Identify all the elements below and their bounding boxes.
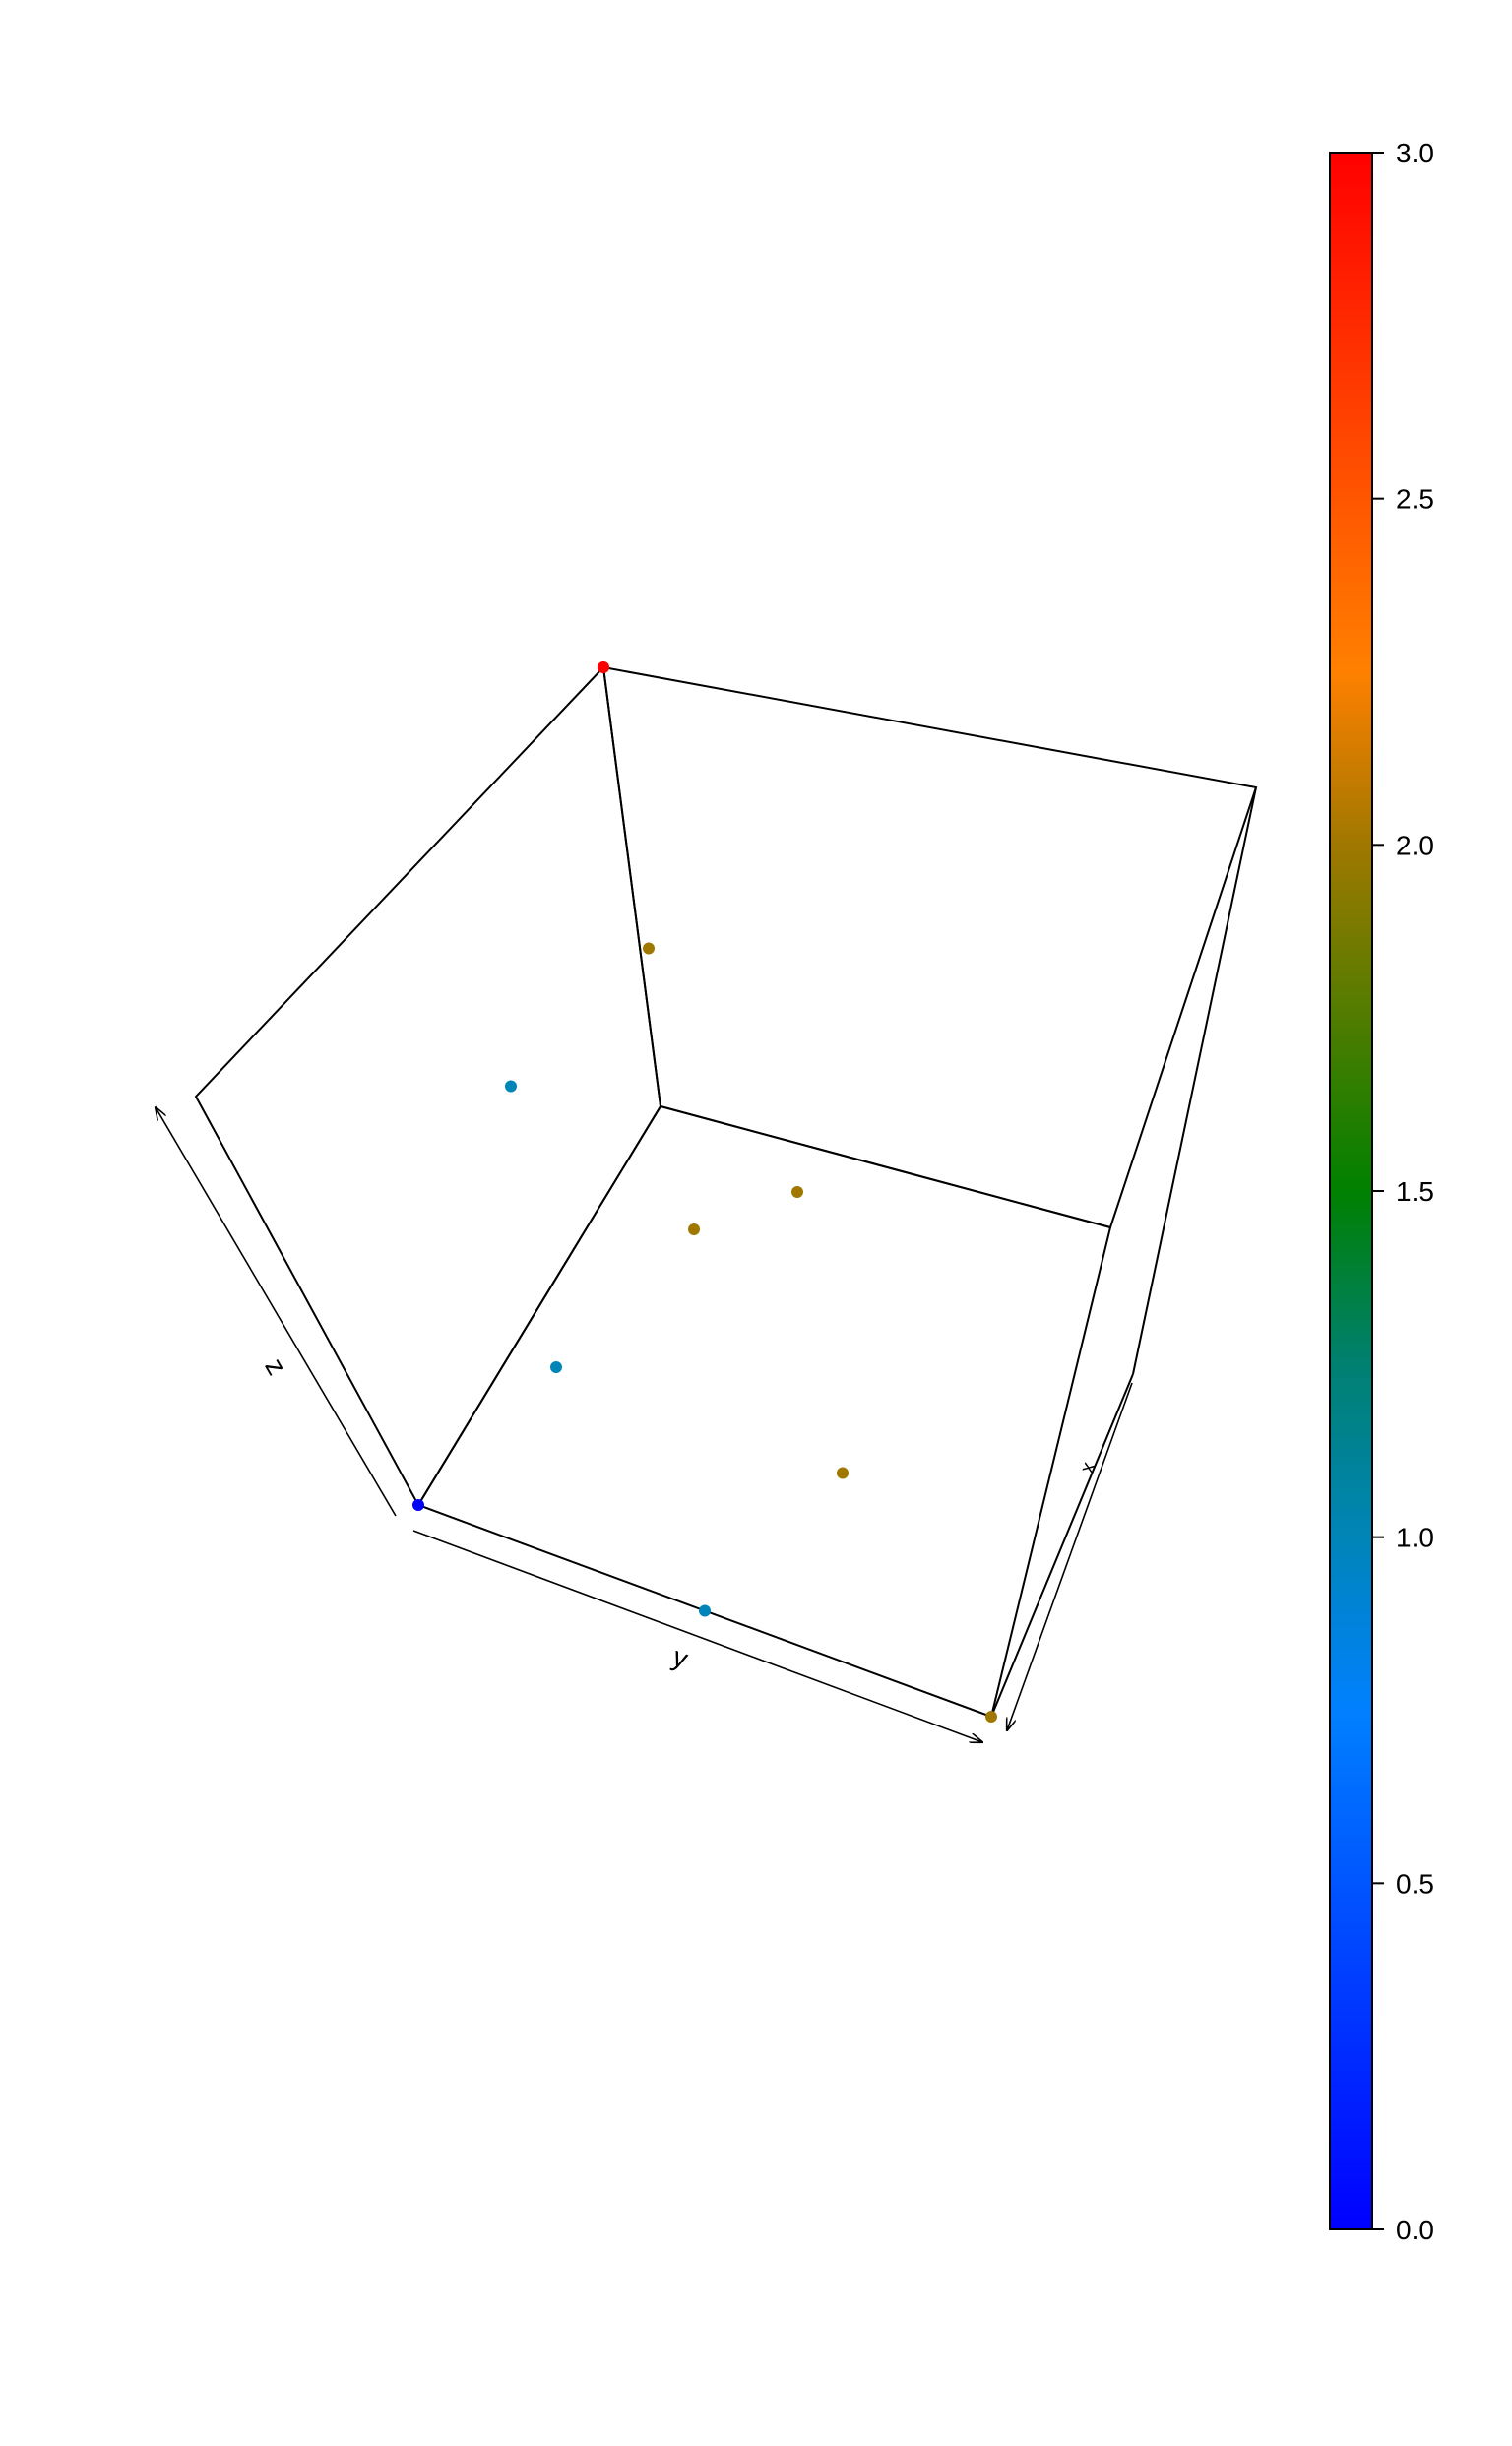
data-point-4 — [985, 1711, 997, 1723]
color-key-label-6: 3.0 — [1396, 138, 1434, 168]
data-point-2 — [688, 1223, 700, 1235]
data-point-9 — [791, 1186, 803, 1198]
data-point-10 — [598, 661, 609, 673]
color-key-label-5: 2.5 — [1396, 484, 1434, 515]
box-edge-0 — [1132, 786, 1257, 1375]
axes: zyx — [156, 1107, 1133, 1742]
data-point-3 — [699, 1604, 711, 1617]
color-key-label-3: 1.5 — [1396, 1176, 1434, 1207]
color-key-label-2: 1.0 — [1396, 1523, 1434, 1553]
color-key-label-4: 2.0 — [1396, 830, 1434, 860]
y-axis-label: y — [668, 1641, 692, 1674]
color-key-bar — [1329, 152, 1373, 2230]
box-face-1 — [194, 664, 662, 1508]
data-point-0 — [412, 1499, 424, 1511]
box-face-0 — [416, 1104, 1112, 1719]
data-point-5 — [505, 1080, 517, 1093]
data-points — [412, 661, 997, 1723]
color-key-label-0: 0.0 — [1396, 2215, 1434, 2245]
data-point-1 — [550, 1361, 562, 1373]
box-face-2 — [601, 665, 1258, 1229]
data-point-8 — [643, 942, 655, 955]
bounding-box — [194, 664, 1258, 1719]
y-axis-arrow — [412, 1530, 982, 1742]
color-key: 0.0 0.5 1.0 1.5 2.0 2.5 3.0 — [1329, 138, 1434, 2245]
color-key-label-1: 0.5 — [1396, 1868, 1434, 1899]
box-edge-1 — [990, 1373, 1134, 1718]
z-axis-label: z — [259, 1352, 292, 1380]
x-axis-arrow — [1007, 1382, 1133, 1730]
data-point-7 — [837, 1467, 849, 1479]
z-axis-arrow — [156, 1107, 397, 1517]
